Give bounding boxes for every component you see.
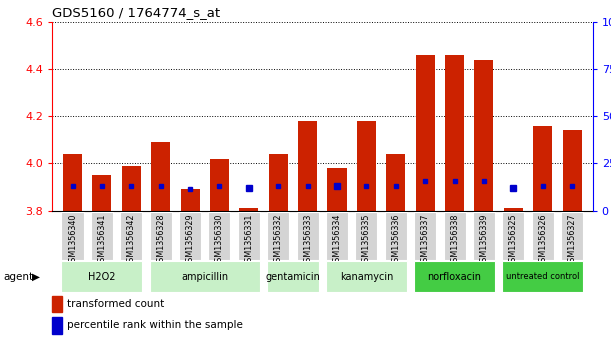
Bar bbox=[444, 212, 466, 260]
Bar bbox=[151, 142, 170, 211]
Bar bbox=[561, 212, 583, 260]
Bar bbox=[474, 60, 494, 211]
Bar bbox=[532, 212, 554, 260]
Bar bbox=[385, 212, 407, 260]
Bar bbox=[473, 212, 495, 260]
Bar bbox=[179, 212, 201, 260]
Bar bbox=[445, 55, 464, 211]
Text: GSM1356338: GSM1356338 bbox=[450, 214, 459, 267]
Text: GSM1356332: GSM1356332 bbox=[274, 214, 283, 267]
Text: GSM1356337: GSM1356337 bbox=[420, 214, 430, 267]
Text: kanamycin: kanamycin bbox=[340, 272, 393, 282]
Text: GSM1356340: GSM1356340 bbox=[68, 214, 77, 267]
Bar bbox=[150, 212, 172, 260]
Bar bbox=[92, 175, 111, 211]
Bar bbox=[63, 154, 82, 211]
Text: GSM1356336: GSM1356336 bbox=[391, 214, 400, 267]
Bar bbox=[267, 261, 318, 292]
Text: norfloxacin: norfloxacin bbox=[428, 272, 481, 282]
Text: H2O2: H2O2 bbox=[88, 272, 115, 282]
Bar bbox=[62, 212, 84, 260]
Text: GSM1356342: GSM1356342 bbox=[126, 214, 136, 267]
Bar bbox=[208, 212, 230, 260]
Bar bbox=[563, 130, 582, 211]
Bar bbox=[150, 261, 260, 292]
Bar bbox=[357, 121, 376, 211]
Bar bbox=[414, 261, 495, 292]
Bar bbox=[502, 261, 583, 292]
Bar bbox=[533, 126, 552, 211]
Text: GSM1356335: GSM1356335 bbox=[362, 214, 371, 267]
Text: agent: agent bbox=[3, 272, 33, 282]
Bar bbox=[240, 208, 258, 211]
Bar bbox=[326, 212, 348, 260]
Bar bbox=[62, 261, 142, 292]
Text: GSM1356330: GSM1356330 bbox=[215, 214, 224, 267]
Bar bbox=[180, 189, 200, 211]
Bar bbox=[122, 166, 141, 211]
Text: untreated control: untreated control bbox=[506, 272, 579, 281]
Bar bbox=[120, 212, 142, 260]
Text: GSM1356329: GSM1356329 bbox=[186, 214, 194, 268]
Text: GSM1356333: GSM1356333 bbox=[303, 214, 312, 267]
Text: GSM1356326: GSM1356326 bbox=[538, 214, 547, 267]
Text: gentamicin: gentamicin bbox=[265, 272, 320, 282]
Bar bbox=[356, 212, 378, 260]
Bar bbox=[267, 212, 289, 260]
Bar bbox=[386, 154, 405, 211]
Text: GSM1356331: GSM1356331 bbox=[244, 214, 254, 267]
Text: percentile rank within the sample: percentile rank within the sample bbox=[67, 320, 243, 330]
Text: GSM1356334: GSM1356334 bbox=[332, 214, 342, 267]
Text: GSM1356339: GSM1356339 bbox=[480, 214, 488, 267]
Bar bbox=[414, 212, 436, 260]
Bar bbox=[210, 159, 229, 211]
Bar bbox=[502, 212, 524, 260]
Text: GSM1356325: GSM1356325 bbox=[509, 214, 518, 268]
Text: ampicillin: ampicillin bbox=[181, 272, 229, 282]
Text: ▶: ▶ bbox=[32, 272, 40, 282]
Bar bbox=[327, 168, 346, 211]
Text: GDS5160 / 1764774_s_at: GDS5160 / 1764774_s_at bbox=[52, 6, 220, 19]
Bar bbox=[504, 208, 523, 211]
Bar bbox=[326, 261, 407, 292]
Text: GSM1356328: GSM1356328 bbox=[156, 214, 165, 267]
Bar bbox=[52, 317, 62, 334]
Bar bbox=[415, 55, 434, 211]
Bar bbox=[238, 212, 260, 260]
Bar bbox=[296, 212, 318, 260]
Bar bbox=[91, 212, 113, 260]
Text: transformed count: transformed count bbox=[67, 299, 164, 309]
Text: GSM1356327: GSM1356327 bbox=[568, 214, 577, 268]
Text: GSM1356341: GSM1356341 bbox=[97, 214, 106, 267]
Bar bbox=[298, 121, 317, 211]
Bar bbox=[52, 295, 62, 312]
Bar bbox=[269, 154, 288, 211]
